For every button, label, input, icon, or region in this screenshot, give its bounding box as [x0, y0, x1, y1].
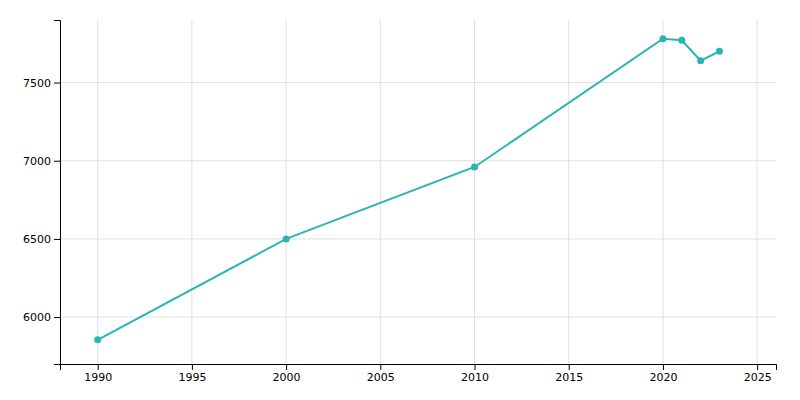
point — [678, 37, 685, 44]
chart-container: 1990 1995 2000 2005 2010 2015 2020 2025 6000 6500… — [0, 0, 800, 400]
y-tick-label: 7000 — [23, 155, 51, 168]
y-tick-label: 6000 — [23, 311, 51, 324]
y-axis: 6000 6500 7000 7500 — [23, 21, 61, 365]
x-tick: 2010 — [461, 364, 489, 384]
y-tick-mark — [54, 317, 60, 318]
x-tick-mark — [286, 364, 287, 370]
grid-line-x — [757, 20, 758, 364]
x-tick: 2025 — [744, 364, 772, 384]
chart: 1990 1995 2000 2005 2010 2015 2020 2025 6000 6500… — [0, 0, 800, 400]
y-axis-line — [54, 21, 61, 365]
grid-line-y — [60, 82, 776, 83]
x-tick: 2015 — [555, 364, 583, 384]
y-tick-label: 6500 — [23, 233, 51, 246]
point — [94, 336, 101, 343]
point — [283, 235, 290, 242]
x-tick-label: 2025 — [744, 371, 772, 384]
x-tick-mark — [569, 364, 570, 370]
grid-line-x — [191, 20, 192, 364]
x-tick-mark — [192, 364, 193, 370]
x-tick-label: 1990 — [84, 371, 112, 384]
x-tick: 1990 — [84, 364, 112, 384]
line — [98, 39, 720, 340]
x-tick: 1995 — [178, 364, 206, 384]
y-tick: 7000 — [23, 155, 60, 168]
point — [697, 57, 704, 64]
x-axis: 1990 1995 2000 2005 2010 2015 2020 2025 — [61, 364, 777, 384]
x-tick-mark — [475, 364, 476, 370]
grid-line-x — [97, 20, 98, 364]
x-tick-label: 2020 — [649, 371, 677, 384]
x-tick-label: 1995 — [178, 371, 206, 384]
x-tick: 2000 — [273, 364, 301, 384]
x-axis-line — [61, 365, 777, 371]
y-tick: 6000 — [23, 311, 60, 324]
x-tick: 2020 — [649, 364, 677, 384]
grid-line-x — [474, 20, 475, 364]
x-tick-mark — [757, 364, 758, 370]
grid-line-y — [60, 317, 776, 318]
y-tick: 6500 — [23, 233, 60, 246]
y-tick-mark — [54, 239, 60, 240]
point — [471, 163, 478, 170]
y-tick: 7500 — [23, 77, 60, 90]
x-tick-mark — [663, 364, 664, 370]
grid-line-x — [662, 20, 663, 364]
grid — [60, 20, 776, 364]
x-tick: 2005 — [367, 364, 395, 384]
x-tick-label: 2005 — [367, 371, 395, 384]
y-tick-label: 7500 — [23, 77, 51, 90]
plot-area — [94, 35, 723, 343]
grid-line-x — [380, 20, 381, 364]
y-tick-mark — [54, 161, 60, 162]
x-tick-label: 2015 — [555, 371, 583, 384]
point — [659, 35, 666, 42]
grid-line-y — [60, 238, 776, 239]
x-tick-label: 2000 — [273, 371, 301, 384]
grid-line-y — [60, 160, 776, 161]
grid-line-x — [286, 20, 287, 364]
point — [716, 48, 723, 55]
y-tick-mark — [54, 83, 60, 84]
x-tick-mark — [98, 364, 99, 370]
x-tick-mark — [380, 364, 381, 370]
x-tick-label: 2010 — [461, 371, 489, 384]
grid-line-x — [568, 20, 569, 364]
